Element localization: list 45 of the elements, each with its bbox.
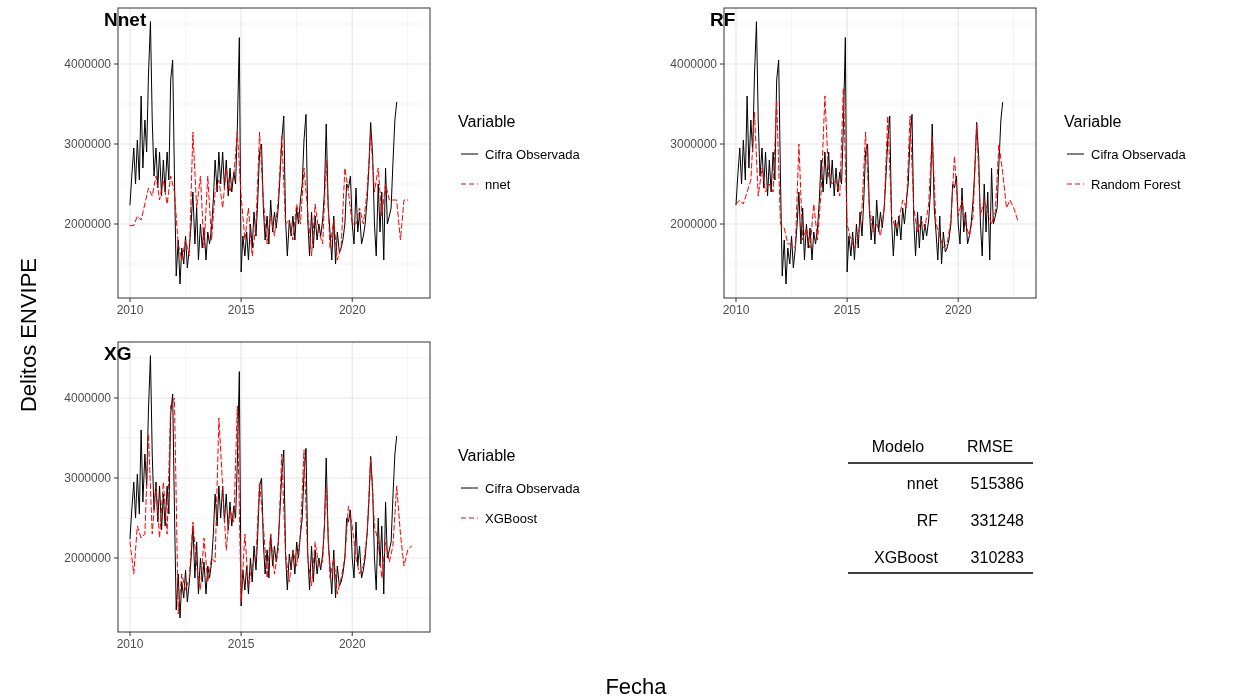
x-tick-label: 2020	[338, 637, 366, 651]
legend-label: Cifra Observada	[485, 480, 581, 496]
category-label: XGBoost	[873, 549, 939, 566]
y-tick-label: 3000000	[64, 137, 112, 152]
legend-label: Cifra Observada	[1091, 146, 1187, 162]
y-tick-label: 2000000	[64, 551, 112, 566]
y-axis-title: Delitos ENVIPE	[16, 257, 41, 413]
line-series	[735, 87, 1019, 249]
data-label: 331248	[970, 512, 1025, 529]
y-tick-label: 2000000	[670, 217, 718, 232]
x-tick-label: 2010	[722, 303, 750, 317]
y-tick-label: 2000000	[64, 217, 112, 232]
x-tick-label: 2010	[116, 637, 144, 651]
text: RMSE	[966, 438, 1014, 455]
text: Modelo	[871, 438, 925, 455]
legend-title: Variable	[458, 447, 516, 464]
x-tick-label: 2020	[944, 303, 972, 317]
x-tick-label: 2015	[227, 303, 255, 317]
chart-title: RF	[710, 9, 736, 30]
y-tick-label: 3000000	[670, 137, 718, 152]
chart-title: Nnet	[104, 9, 147, 30]
y-tick-label: 3000000	[64, 471, 112, 486]
chart-title: XG	[104, 343, 132, 364]
data-label: 310283	[970, 549, 1025, 566]
legend-label: nnet	[485, 176, 511, 192]
legend-title: Variable	[1064, 113, 1122, 130]
y-tick-label: 4000000	[670, 57, 718, 72]
legend-label: Random Forest	[1091, 176, 1181, 192]
line-series	[735, 21, 1004, 285]
data-label: 515386	[970, 475, 1025, 492]
legend-label: Cifra Observada	[485, 146, 581, 162]
line-series	[129, 355, 398, 619]
x-tick-label: 2015	[833, 303, 861, 317]
text: Fecha	[605, 674, 668, 699]
category-label: nnet	[906, 475, 939, 492]
x-tick-label: 2010	[116, 303, 144, 317]
line-series	[129, 131, 409, 261]
x-tick-label: 2015	[227, 637, 255, 651]
legend-label: XGBoost	[485, 510, 538, 526]
y-tick-label: 4000000	[64, 57, 112, 72]
category-label: RF	[916, 512, 939, 529]
y-tick-label: 4000000	[64, 391, 112, 406]
x-tick-label: 2020	[338, 303, 366, 317]
legend-title: Variable	[458, 113, 516, 130]
line-series	[129, 397, 413, 615]
